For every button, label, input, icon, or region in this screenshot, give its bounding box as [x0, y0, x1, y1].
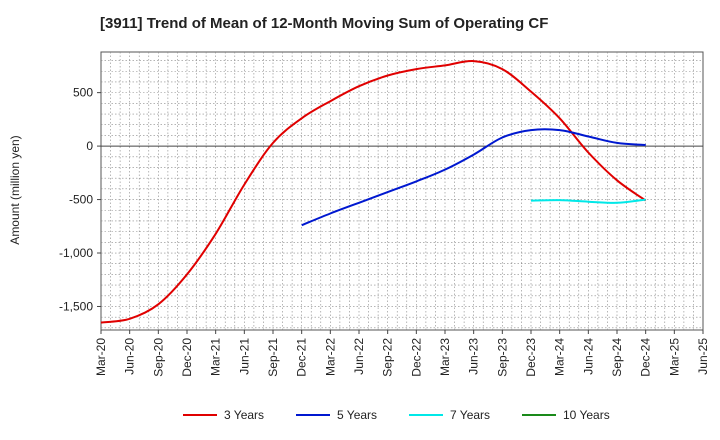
- legend-label-10-years: 10 Years: [563, 408, 610, 422]
- x-tick-label: Dec-22: [409, 338, 423, 377]
- x-tick-label: Mar-24: [553, 338, 567, 376]
- x-tick-label: Sep-24: [610, 338, 624, 377]
- legend: 3 Years 5 Years 7 Years 10 Years: [183, 408, 610, 422]
- series-line-7-years: [530, 198, 646, 204]
- x-tick-label: Dec-24: [639, 338, 653, 377]
- y-tick-label: 0: [86, 139, 93, 153]
- x-tick-label: Jun-22: [352, 338, 366, 375]
- legend-label-3-years: 3 Years: [224, 408, 264, 422]
- x-tick-label: Dec-21: [295, 338, 309, 377]
- x-tick-label: Mar-22: [323, 338, 337, 376]
- x-tick-label: Mar-23: [438, 338, 452, 376]
- x-tick-label: Mar-20: [94, 338, 108, 376]
- x-tick-label: Mar-21: [209, 338, 223, 376]
- plot-area: 500 0 -500 -1,000 -1,500 Mar-20 Jun-20 Sep-20 De…: [59, 51, 710, 377]
- y-tick-label: -1,500: [59, 299, 93, 313]
- x-tick-label: Sep-22: [381, 338, 395, 377]
- y-tick-label: 500: [73, 86, 93, 100]
- x-tick-label: Jun-24: [581, 338, 595, 375]
- x-tick-label: Sep-20: [151, 338, 165, 377]
- x-tick-label: Dec-20: [180, 338, 194, 377]
- series-line-3-years: [100, 60, 647, 324]
- x-tick-label: Mar-25: [667, 338, 681, 376]
- x-tick-label: Jun-25: [696, 338, 710, 375]
- legend-label-5-years: 5 Years: [337, 408, 377, 422]
- y-tick-label: -500: [69, 193, 93, 207]
- y-axis-label: Amount (million yen): [8, 135, 22, 244]
- x-tick-label: Dec-23: [524, 338, 538, 377]
- x-tick-label: Sep-21: [266, 338, 280, 377]
- plot-frame: [100, 51, 704, 331]
- x-tick-label: Jun-23: [467, 338, 481, 375]
- x-tick-label: Jun-21: [237, 338, 251, 375]
- x-tick-label: Jun-20: [123, 338, 137, 375]
- chart-title: [3911] Trend of Mean of 12-Month Moving …: [100, 15, 548, 32]
- legend-label-7-years: 7 Years: [450, 408, 490, 422]
- x-tick-label: Sep-23: [495, 338, 509, 377]
- series-line-5-years: [301, 128, 646, 227]
- y-tick-label: -1,000: [59, 246, 93, 260]
